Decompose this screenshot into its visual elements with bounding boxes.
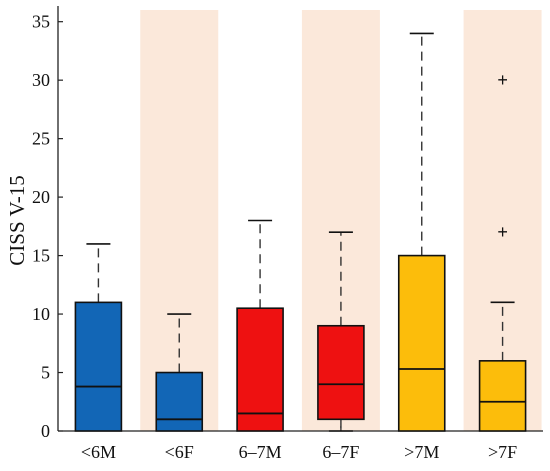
boxes-layer: ++ [74,32,527,432]
y-tick-label: 5 [41,363,50,383]
y-tick-label: 15 [32,246,50,266]
box->7M [397,32,446,432]
box-6–7F [317,231,365,432]
y-tick-label: 20 [32,187,50,207]
category-labels: <6M <6F 6–7M 6–7F >7M >7F [81,442,517,462]
box-body [478,360,527,432]
box-body [236,307,284,432]
shade-band [140,10,219,431]
category-label: <6F [165,442,194,462]
box-<6F [155,313,204,432]
shading-layer [140,10,542,431]
y-tick-label: 30 [32,70,50,90]
box-body [74,301,123,432]
y-tick-label: 0 [41,421,50,441]
box-6–7M [236,219,284,432]
box-body [397,254,446,432]
y-axis-label: CISS V-15 [5,175,29,265]
y-tick-label: 10 [32,304,50,324]
outlier-marker: + [497,222,508,242]
box->7F: ++ [478,70,527,432]
outlier-marker: + [497,70,508,90]
category-label: 6–7F [322,442,359,462]
box-body [317,324,365,421]
category-label: <6M [81,442,116,462]
category-label: >7M [404,442,439,462]
box-body [155,371,204,432]
y-tick-label: 35 [32,12,50,32]
y-axis: 0 5 10 15 20 25 30 35 [32,6,543,441]
y-tick-label: 25 [32,129,50,149]
box-<6M [74,243,123,432]
category-label: >7F [488,442,517,462]
category-label: 6–7M [239,442,282,462]
